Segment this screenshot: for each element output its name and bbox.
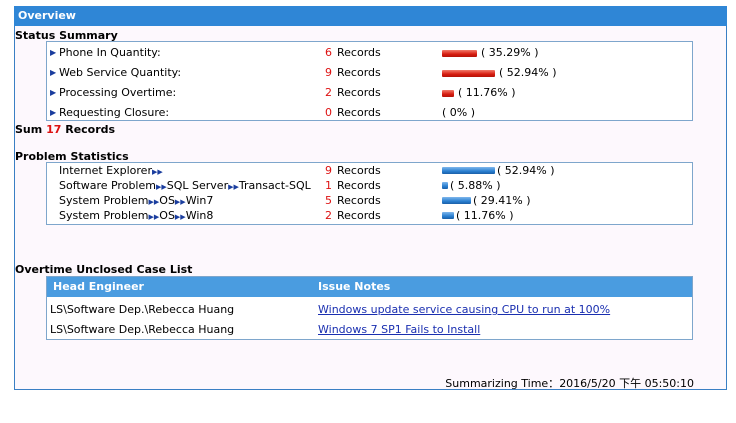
problem-row[interactable]: Internet Explorer▶▶ 9 Records ( 52.94% )	[47, 163, 692, 178]
path-segment: Win8	[185, 209, 214, 222]
column-issue-notes: Issue Notes	[318, 280, 391, 293]
problem-count: 5	[325, 194, 332, 207]
panel-title: Overview	[14, 6, 727, 26]
triangle-right-icon: ▶	[50, 68, 57, 77]
status-unit: Records	[337, 86, 381, 99]
engineer-cell: LS\Software Dep.\Rebecca Huang	[50, 303, 235, 316]
sum-prefix: Sum	[15, 123, 43, 136]
status-count: 2	[325, 86, 332, 99]
status-bar	[442, 70, 495, 77]
double-chevron-right-icon: ▶▶	[151, 168, 163, 176]
problem-count: 1	[325, 179, 332, 192]
summarizing-time-value: 2016/5/20 下午 05:50:10	[559, 377, 694, 390]
status-row[interactable]: ▶ Phone In Quantity: 6 Records ( 35.29% …	[47, 44, 692, 62]
problem-percent: ( 5.88% )	[450, 179, 501, 192]
problem-percent: ( 52.94% )	[497, 164, 555, 177]
summarizing-time: Summarizing Time：2016/5/20 下午 05:50:10	[445, 375, 694, 391]
path-segment: System Problem	[59, 194, 149, 207]
double-chevron-right-icon: ▶▶	[174, 213, 186, 221]
triangle-right-icon: ▶	[50, 48, 57, 57]
problem-path: System Problem▶▶OS▶▶Win7	[59, 193, 213, 210]
double-chevron-right-icon: ▶▶	[228, 183, 239, 191]
status-count: 0	[325, 106, 332, 119]
status-summary-heading: Status Summary	[15, 29, 118, 42]
path-segment: Transact-SQL	[238, 179, 311, 192]
status-summary-box: ▶ Phone In Quantity: 6 Records ( 35.29% …	[46, 41, 693, 121]
problem-path: System Problem▶▶OS▶▶Win8	[59, 208, 213, 225]
problem-unit: Records	[337, 209, 381, 222]
sum-line: Sum 17 Records	[15, 123, 115, 136]
problem-count: 9	[325, 164, 332, 177]
table-row: LS\Software Dep.\Rebecca Huang Windows 7…	[47, 321, 692, 339]
status-count: 6	[325, 46, 332, 59]
status-label: Requesting Closure:	[59, 106, 170, 119]
problem-unit: Records	[337, 194, 381, 207]
problem-percent: ( 29.41% )	[473, 194, 531, 207]
problem-row[interactable]: System Problem▶▶OS▶▶Win7 5 Records( 29.41%…	[47, 193, 692, 208]
path-segment: Software Problem	[59, 179, 156, 192]
status-row[interactable]: ▶ Processing Overtime: 2 Records ( 11.76…	[47, 84, 692, 102]
problem-row[interactable]: System Problem▶▶OS▶▶Win8 2 Records( 11.76%…	[47, 208, 692, 223]
problem-statistics-heading: Problem Statistics	[15, 150, 129, 163]
status-unit: Records	[337, 106, 381, 119]
status-bar	[442, 50, 477, 57]
path-segment: OS	[159, 194, 175, 207]
problem-unit: Records	[337, 179, 381, 192]
path-segment: System Problem	[59, 209, 149, 222]
overtime-table: Head Engineer Issue Notes LS\Software De…	[46, 276, 693, 340]
double-chevron-right-icon: ▶▶	[155, 183, 167, 191]
problem-bar	[442, 212, 454, 219]
double-chevron-right-icon: ▶▶	[148, 198, 160, 206]
path-segment: Win7	[185, 194, 214, 207]
path-segment: SQL Server	[166, 179, 229, 192]
status-percent: ( 0% )	[442, 106, 476, 119]
status-unit: Records	[337, 66, 381, 79]
sum-suffix: Records	[65, 123, 116, 136]
problem-statistics-box: Internet Explorer▶▶ 9 Records( 52.94% ) So…	[46, 162, 693, 225]
engineer-cell: LS\Software Dep.\Rebecca Huang	[50, 323, 235, 336]
issue-note-link[interactable]: Windows update service causing CPU to ru…	[318, 303, 611, 316]
status-label: Phone In Quantity:	[59, 46, 161, 59]
status-row[interactable]: ▶ Requesting Closure: 0 Records ( 0% )	[47, 104, 692, 122]
problem-row[interactable]: Software Problem▶▶SQL Server▶▶Transact-S…	[47, 178, 692, 193]
double-chevron-right-icon: ▶▶	[148, 213, 160, 221]
problem-bar	[442, 182, 448, 189]
sum-value: 17	[46, 123, 62, 136]
problem-path: Software Problem▶▶SQL Server▶▶Transact-S…	[59, 178, 311, 195]
status-percent: ( 52.94% )	[499, 66, 557, 79]
problem-path: Internet Explorer▶▶	[59, 163, 163, 180]
status-percent: ( 35.29% )	[481, 46, 539, 59]
problem-bar	[442, 197, 471, 204]
problem-unit: Records	[337, 164, 381, 177]
triangle-right-icon: ▶	[50, 88, 57, 97]
problem-percent: ( 11.76% )	[456, 209, 514, 222]
status-percent: ( 11.76% )	[458, 86, 516, 99]
table-row: LS\Software Dep.\Rebecca Huang Windows u…	[47, 301, 692, 319]
column-head-engineer: Head Engineer	[53, 280, 144, 293]
path-segment: Internet Explorer	[59, 164, 152, 177]
status-row[interactable]: ▶ Web Service Quantity: 9 Records ( 52.9…	[47, 64, 692, 82]
path-segment: OS	[159, 209, 175, 222]
overtime-heading: Overtime Unclosed Case List	[15, 263, 193, 276]
status-unit: Records	[337, 46, 381, 59]
double-chevron-right-icon: ▶▶	[174, 198, 186, 206]
problem-count: 2	[325, 209, 332, 222]
status-label: Processing Overtime:	[59, 86, 177, 99]
status-label: Web Service Quantity:	[59, 66, 182, 79]
table-header: Head Engineer Issue Notes	[47, 277, 692, 297]
status-bar	[442, 90, 454, 97]
issue-note-link[interactable]: Windows 7 SP1 Fails to Install	[318, 323, 481, 336]
problem-bar	[442, 167, 495, 174]
summarizing-time-label: Summarizing Time：	[445, 377, 560, 390]
triangle-right-icon: ▶	[50, 108, 57, 117]
status-count: 9	[325, 66, 332, 79]
